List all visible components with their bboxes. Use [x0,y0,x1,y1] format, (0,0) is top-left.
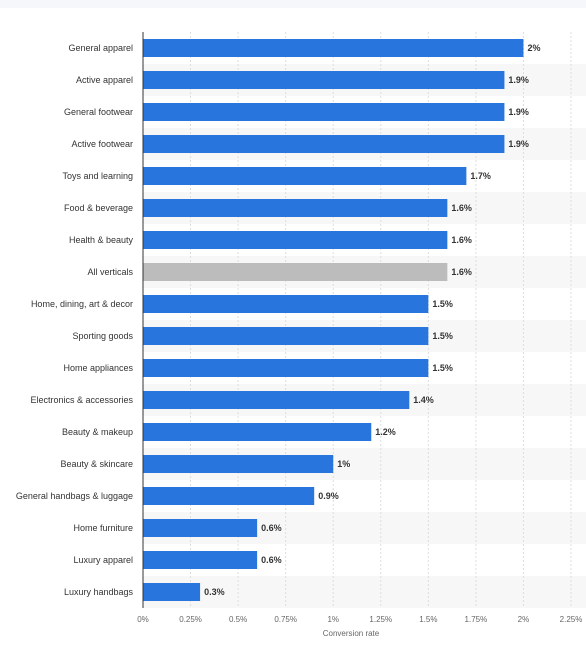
bars [143,39,524,601]
x-tick-labels: 0% 0.25% 0.5% 0.75% 1% 1.25% 1.5% 1.75% 2% 2.25% [137,615,582,624]
bar [143,71,505,89]
grid-lines [190,32,572,608]
bar [143,135,505,153]
value-label: 0.6% [261,555,282,565]
category-label: Home, dining, art & decor [31,299,133,309]
category-label: General handbags & luggage [16,491,133,501]
value-labels: 2% 1.9% 1.9% 1.9% 1.7% 1.6% 1.6% 1.6% 1.5% 1.5% 1.… [204,43,540,597]
value-label: 1.6% [451,267,472,277]
value-label: 2% [527,43,540,53]
category-label: Food & beverage [64,203,133,213]
x-tick-label: 2.25% [560,615,583,624]
bar [143,583,201,601]
category-label: Sporting goods [72,331,133,341]
category-label: General footwear [64,107,133,117]
bar [143,39,524,57]
value-label: 1.2% [375,427,396,437]
value-label: 1.5% [432,331,453,341]
value-label: 1.9% [508,139,529,149]
bar [143,327,429,345]
value-label: 1.5% [432,299,453,309]
category-label: Toys and learning [62,171,133,181]
value-label: 1.9% [508,107,529,117]
bar [143,455,334,473]
value-label: 1.5% [432,363,453,373]
category-label: All verticals [87,267,133,277]
bar [143,519,258,537]
x-axis-label: Conversion rate [323,629,380,638]
bar [143,167,467,185]
value-label: 1.6% [451,203,472,213]
bar [143,199,448,217]
category-label: Beauty & makeup [62,427,133,437]
x-tick-label: 0.25% [179,615,202,624]
category-label: Beauty & skincare [60,459,133,469]
bar [143,231,448,249]
x-tick-label: 1% [327,615,339,624]
value-label: 0.9% [318,491,339,501]
value-label: 1% [337,459,350,469]
x-tick-label: 0% [137,615,149,624]
category-label: Electronics & accessories [30,395,133,405]
bar [143,423,372,441]
category-labels: General apparel Active apparel General foo… [16,43,134,597]
bar [143,359,429,377]
value-label: 1.4% [413,395,434,405]
category-label: Luxury handbags [64,587,134,597]
bar [143,391,410,409]
category-label: Home furniture [73,523,133,533]
bar [143,263,448,281]
top-band [0,0,586,8]
x-tick-label: 1.5% [419,615,437,624]
value-label: 0.6% [261,523,282,533]
value-label: 0.3% [204,587,225,597]
bar [143,295,429,313]
x-tick-label: 2% [518,615,530,624]
bar [143,103,505,121]
category-label: Home appliances [63,363,133,373]
category-label: Luxury apparel [73,555,133,565]
value-label: 1.9% [508,75,529,85]
bar [143,551,258,569]
x-tick-label: 0.5% [229,615,247,624]
x-tick-label: 0.75% [274,615,297,624]
value-label: 1.7% [470,171,491,181]
bar [143,487,315,505]
category-label: Active apparel [76,75,133,85]
row-stripe [143,576,586,608]
x-tick-label: 1.75% [465,615,488,624]
x-tick-label: 1.25% [369,615,392,624]
value-label: 1.6% [451,235,472,245]
category-label: General apparel [68,43,133,53]
category-label: Active footwear [71,139,133,149]
category-label: Health & beauty [69,235,134,245]
